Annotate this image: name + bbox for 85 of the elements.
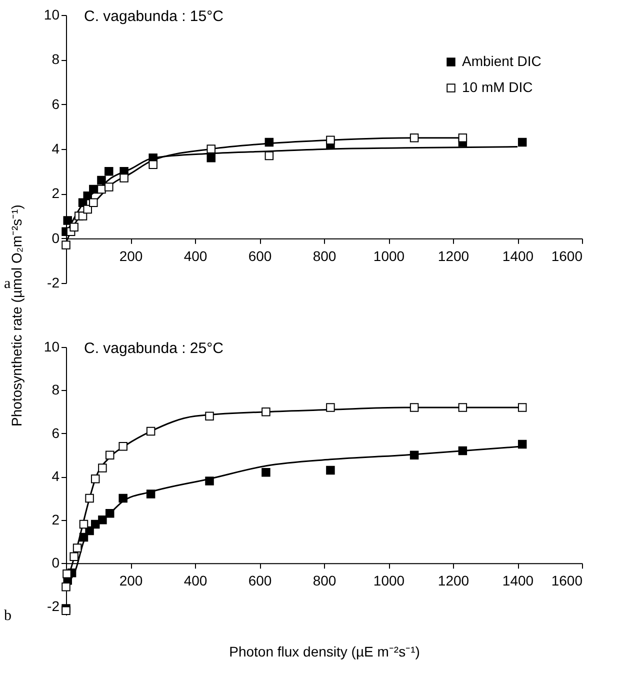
y-tick-label: -2 bbox=[47, 274, 60, 290]
point bbox=[70, 552, 78, 562]
x-tick-label: 200 bbox=[119, 248, 143, 264]
x-tick-label: 600 bbox=[248, 248, 272, 264]
y-tick-label: -2 bbox=[47, 598, 60, 614]
point bbox=[410, 133, 419, 142]
y-tick-label: 6 bbox=[52, 96, 60, 112]
point bbox=[458, 403, 468, 412]
y-tick-label: 2 bbox=[52, 511, 60, 528]
y-tick-label: 4 bbox=[52, 140, 60, 156]
y-tick-label: 10 bbox=[44, 6, 60, 22]
x-tick-label: 1600 bbox=[551, 572, 583, 589]
x-tick-label: 1000 bbox=[373, 572, 405, 589]
x-tick-label: 600 bbox=[248, 572, 272, 589]
point bbox=[78, 212, 88, 220]
text: a bbox=[4, 276, 11, 292]
point bbox=[518, 403, 527, 412]
x-tick-label: 400 bbox=[184, 572, 208, 589]
point bbox=[97, 176, 106, 185]
chart-title: C. vagabunda : 25°C bbox=[84, 340, 224, 357]
x-tick-label: 1200 bbox=[438, 248, 470, 264]
point bbox=[85, 494, 94, 503]
x-tick-label: 1000 bbox=[373, 248, 405, 264]
x-tick-label: 1400 bbox=[502, 572, 534, 589]
point bbox=[518, 440, 527, 449]
point bbox=[62, 240, 70, 250]
point bbox=[104, 166, 114, 176]
y-tick-label: 4 bbox=[52, 468, 60, 484]
point bbox=[326, 466, 335, 475]
point bbox=[83, 204, 92, 214]
point bbox=[105, 509, 114, 518]
x-tick-label: 200 bbox=[119, 572, 143, 589]
y-tick-label: 8 bbox=[52, 51, 60, 68]
y-tick-label: 6 bbox=[52, 424, 60, 441]
point bbox=[518, 138, 527, 147]
point bbox=[205, 476, 214, 486]
point bbox=[79, 520, 88, 529]
point bbox=[70, 222, 78, 232]
y-tick-label: 0 bbox=[52, 230, 60, 246]
point bbox=[98, 464, 107, 472]
point bbox=[264, 138, 274, 147]
point bbox=[410, 403, 419, 412]
x-tick-label: 800 bbox=[312, 248, 336, 264]
point bbox=[146, 426, 156, 436]
point bbox=[105, 450, 114, 460]
point bbox=[262, 407, 270, 416]
point bbox=[118, 494, 128, 503]
legend-label: 10 mM DIC bbox=[462, 79, 533, 95]
x-tick-label: 1400 bbox=[502, 248, 534, 264]
x-axis-title: Photon flux density (µE m⁻²s⁻¹) bbox=[229, 644, 420, 660]
point bbox=[326, 136, 335, 144]
point bbox=[205, 412, 214, 421]
point bbox=[90, 474, 100, 484]
point bbox=[62, 582, 70, 592]
point bbox=[206, 154, 216, 162]
point bbox=[326, 403, 335, 412]
y-tick-label: 8 bbox=[52, 382, 60, 398]
x-tick-label: 400 bbox=[184, 248, 208, 264]
point bbox=[458, 133, 468, 142]
point bbox=[206, 144, 216, 154]
y-tick-label: 2 bbox=[52, 185, 60, 202]
point bbox=[63, 216, 72, 225]
legend-label: Ambient DIC bbox=[462, 53, 542, 69]
point bbox=[72, 544, 82, 552]
point bbox=[410, 450, 419, 460]
point bbox=[148, 160, 158, 170]
point bbox=[120, 174, 128, 182]
point bbox=[89, 198, 98, 207]
point bbox=[146, 490, 156, 498]
point bbox=[98, 516, 107, 524]
point bbox=[89, 184, 98, 194]
point bbox=[458, 446, 468, 456]
x-tick-label: 800 bbox=[312, 572, 336, 589]
chart-title: C. vagabunda : 15°C bbox=[84, 8, 224, 25]
x-tick-label: 1200 bbox=[438, 572, 470, 589]
point bbox=[262, 468, 270, 477]
point bbox=[118, 442, 128, 451]
x-tick-label: 1600 bbox=[551, 248, 583, 264]
y-tick-label: 10 bbox=[44, 338, 60, 354]
text: b bbox=[4, 608, 12, 624]
y-tick-label: 0 bbox=[52, 554, 60, 571]
point bbox=[62, 570, 72, 578]
point bbox=[104, 182, 114, 192]
point bbox=[62, 606, 70, 616]
point bbox=[264, 151, 274, 160]
